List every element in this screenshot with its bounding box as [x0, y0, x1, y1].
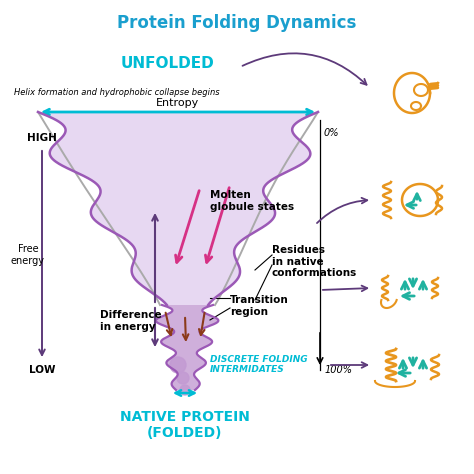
Circle shape [180, 385, 190, 395]
Circle shape [177, 372, 189, 384]
Text: HIGH: HIGH [27, 133, 57, 143]
Text: Free
energy: Free energy [11, 244, 45, 266]
Text: Transition
region: Transition region [230, 295, 289, 317]
Polygon shape [156, 305, 219, 390]
Text: Residues
in native
conformations: Residues in native conformations [272, 245, 357, 278]
Polygon shape [38, 112, 318, 305]
Text: NATIVE PROTEIN
(FOLDED): NATIVE PROTEIN (FOLDED) [120, 410, 250, 440]
Text: 0%: 0% [324, 128, 339, 138]
Text: Protein Folding Dynamics: Protein Folding Dynamics [117, 14, 357, 32]
Text: Molten
globule states: Molten globule states [210, 190, 294, 211]
Text: Entropy: Entropy [156, 98, 200, 108]
Text: Difference
in energy: Difference in energy [100, 310, 162, 332]
Text: DISCRETE FOLDING
INTERMIDATES: DISCRETE FOLDING INTERMIDATES [210, 355, 308, 374]
Text: 100%: 100% [325, 365, 353, 375]
Text: UNFOLDED: UNFOLDED [121, 56, 215, 71]
Circle shape [170, 357, 186, 373]
Text: Helix formation and hydrophobic collapse begins: Helix formation and hydrophobic collapse… [14, 88, 219, 97]
Text: LOW: LOW [29, 365, 55, 375]
